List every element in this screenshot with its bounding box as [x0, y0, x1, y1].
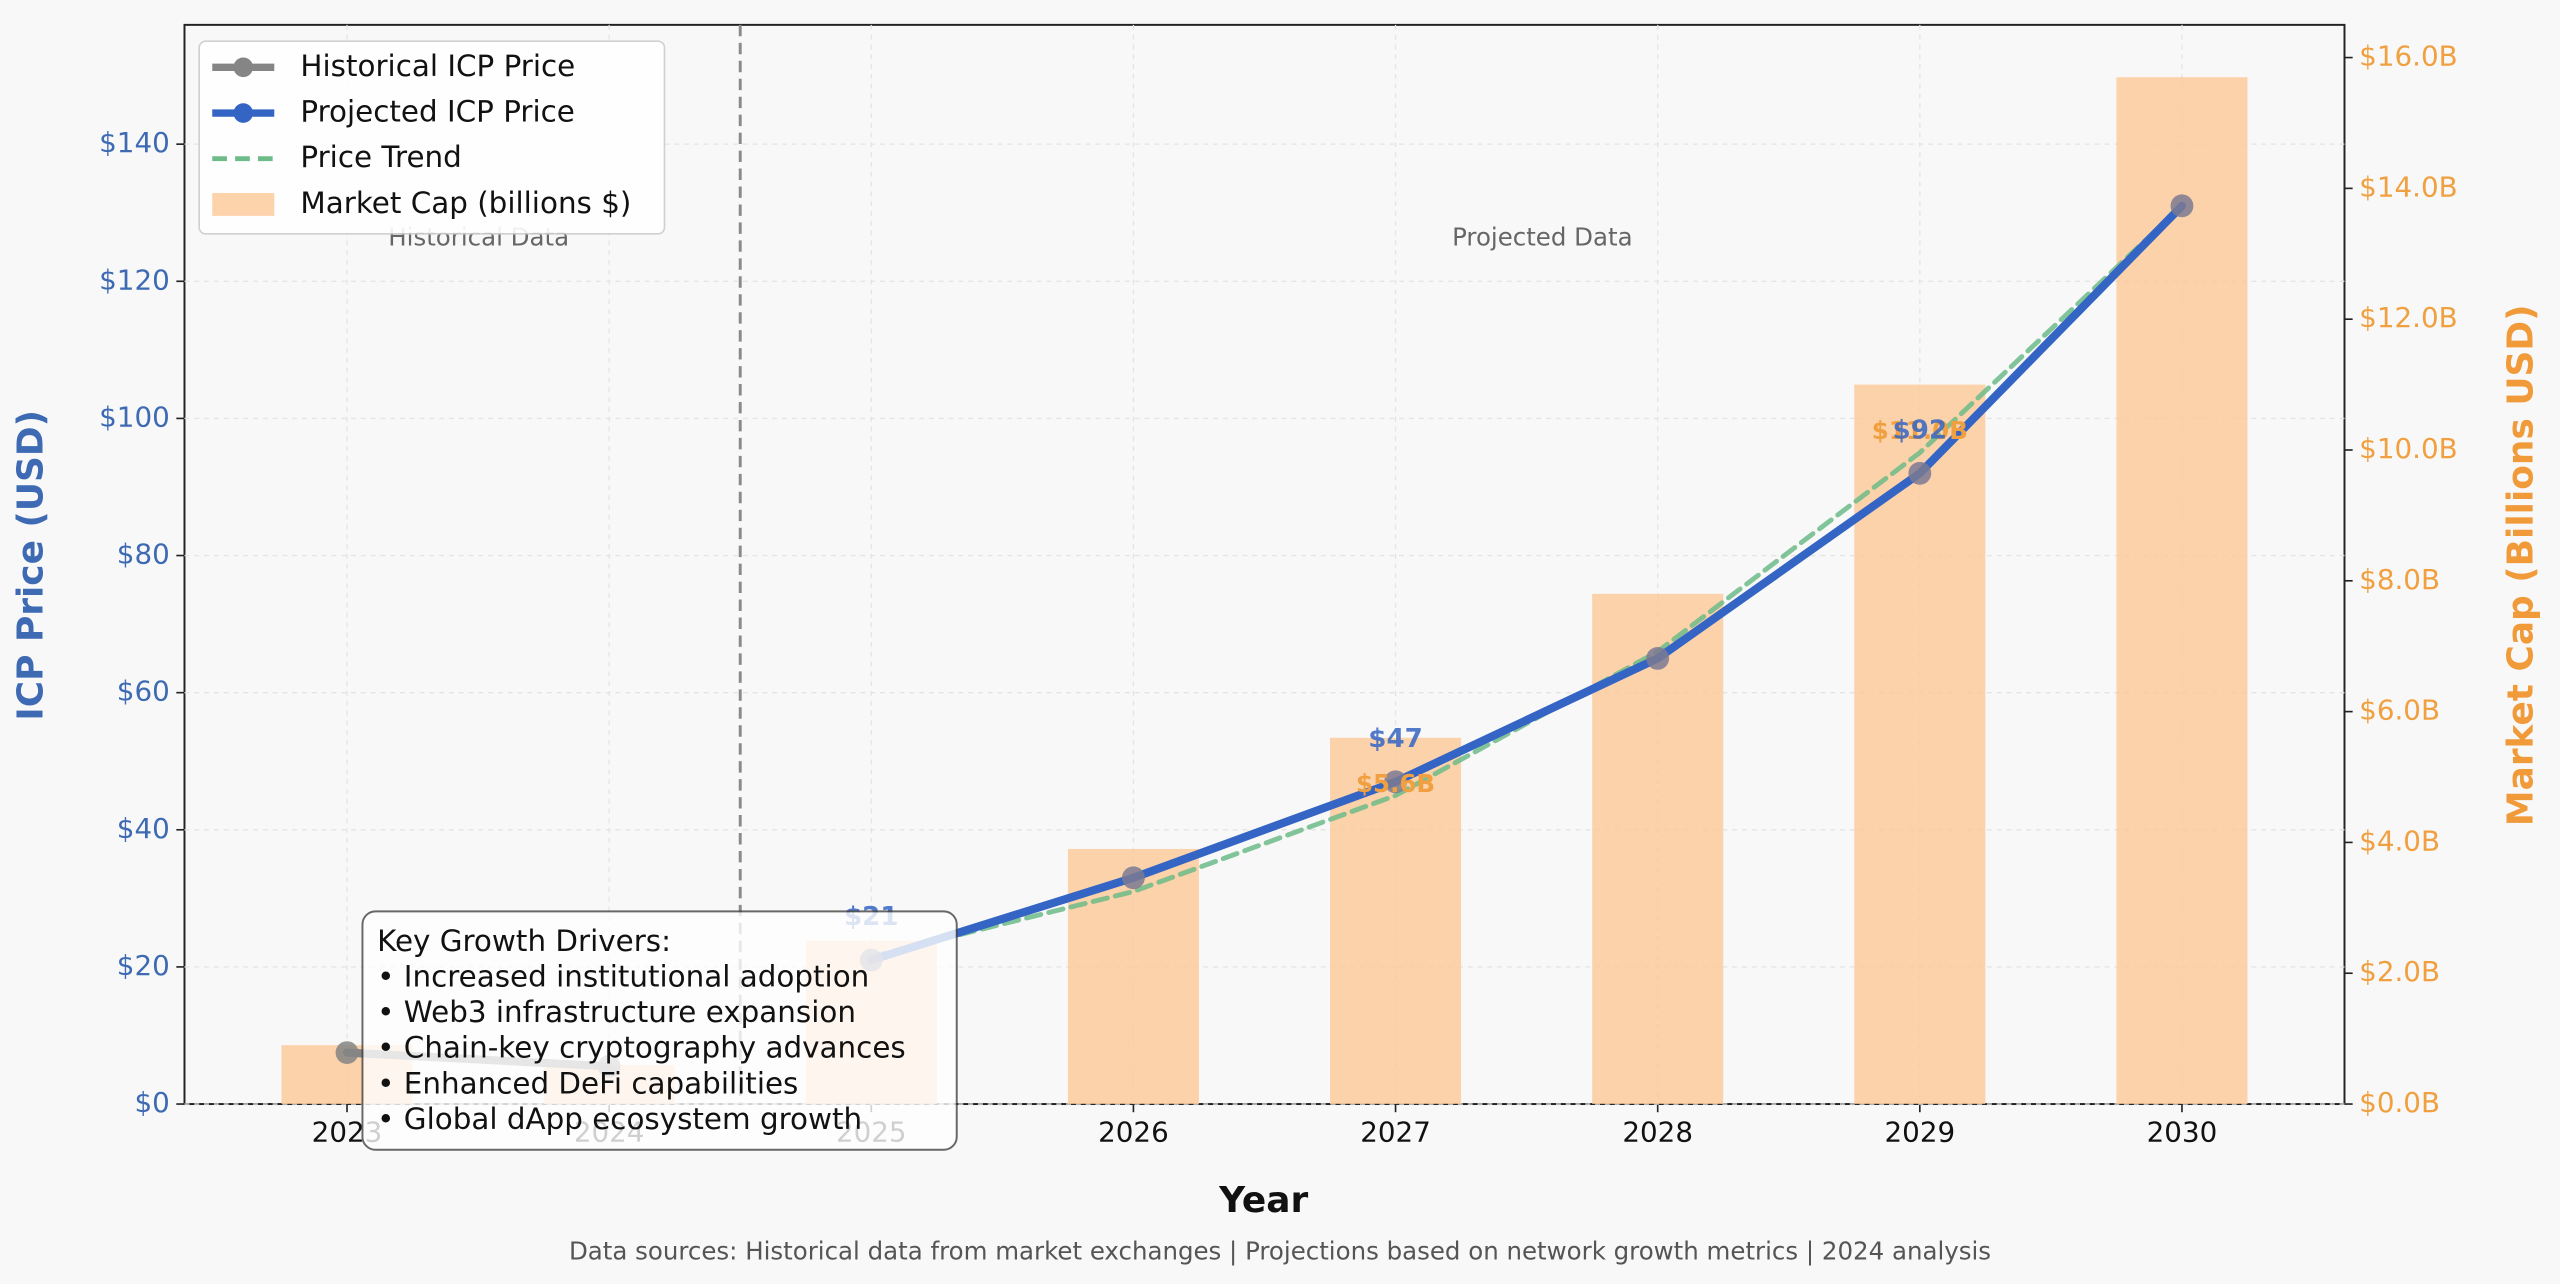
- text-box-frame: [361, 910, 958, 1151]
- value-label: $5.6B: [1356, 769, 1435, 798]
- price-line: [867, 201, 2187, 965]
- y2-tick-label: $10.0B: [2359, 432, 2457, 465]
- legend: Historical ICP Price Projected ICP Price P…: [198, 40, 666, 235]
- legend-label: Projected ICP Price: [300, 95, 574, 129]
- point: [2170, 194, 2194, 218]
- point: [1121, 866, 1145, 890]
- text-box-line: • Web3 infrastructure expansion: [377, 995, 856, 1029]
- bar: [2116, 77, 2248, 1105]
- legend-label: Historical ICP Price: [300, 49, 575, 83]
- point: [1384, 770, 1407, 794]
- legend-label: Market Cap (billions $): [300, 186, 631, 220]
- bar: [1592, 593, 1724, 1105]
- text-box-line: • Chain-key cryptography advances: [377, 1031, 906, 1065]
- y2-tick-label: $0.0B: [2359, 1086, 2440, 1119]
- text-box-line: Key Growth Drivers:: [377, 924, 671, 958]
- legend-box: [198, 40, 666, 235]
- text-box: Key Growth Drivers:• Increased instituti…: [361, 910, 958, 1151]
- x-tick-label: 2026: [1098, 1115, 1169, 1148]
- point: [1908, 461, 1932, 485]
- y-tick-label: $0: [134, 1086, 169, 1119]
- y2-tick-label: $4.0B: [2359, 824, 2440, 857]
- y-tick-label: $40: [117, 812, 170, 845]
- y-tick-label: $140: [99, 126, 170, 159]
- y-tick-label: $120: [99, 263, 170, 296]
- y2-axis-title: Market Cap (Billions USD): [2500, 304, 2541, 826]
- point: [335, 1041, 359, 1065]
- y2-tick-label: $2.0B: [2359, 955, 2440, 988]
- y2-tick-label: $16.0B: [2359, 40, 2457, 73]
- value-label: $47: [1368, 724, 1423, 754]
- x-tick-label: 2028: [1622, 1115, 1693, 1148]
- legend-swatch: [212, 193, 275, 216]
- legend-label: Price Trend: [300, 140, 461, 174]
- x-tick-label: 2030: [2147, 1115, 2218, 1148]
- y-tick-label: $60: [117, 675, 170, 708]
- x-tick-label: 2029: [1885, 1115, 1956, 1148]
- legend-marker: [233, 57, 254, 78]
- text-box-line: • Increased institutional adoption: [377, 960, 869, 994]
- point: [1646, 646, 1670, 670]
- y-tick-label: $80: [117, 538, 170, 571]
- legend-marker: [233, 103, 254, 123]
- y2-tick-label: $6.0B: [2359, 694, 2440, 727]
- x-axis-title: Year: [1218, 1180, 1308, 1221]
- y-axis-title: ICP Price (USD): [11, 410, 52, 721]
- overlay: 20232024202520262027202820292030$0$20$40…: [99, 40, 2458, 1151]
- value-label: $11.0B: [1872, 416, 1968, 445]
- x-tick-label: 2027: [1360, 1115, 1431, 1148]
- text-box-line: • Global dApp ecosystem growth: [377, 1102, 862, 1136]
- text-box-line: • Enhanced DeFi capabilities: [377, 1066, 798, 1100]
- y-tick-label: $100: [99, 400, 170, 433]
- y2-tick-label: $8.0B: [2359, 563, 2440, 596]
- value-label: $92: [1893, 415, 1948, 445]
- y2-tick-label: $12.0B: [2359, 301, 2457, 334]
- annotation: Projected Data: [1452, 223, 1633, 252]
- y-tick-label: $20: [117, 949, 170, 982]
- bar: [1854, 384, 1986, 1105]
- y2-tick-label: $14.0B: [2359, 170, 2457, 203]
- footnote: Data sources: Historical data from marke…: [569, 1237, 1991, 1266]
